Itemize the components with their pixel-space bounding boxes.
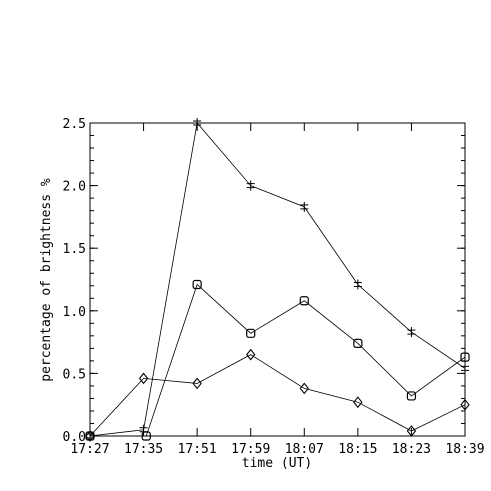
- x-tick-label: 17:27: [70, 442, 109, 457]
- data-point-square: [246, 328, 256, 338]
- series-group: [85, 118, 470, 442]
- y-tick-label: 2.5: [63, 117, 86, 132]
- data-point-diamond: [85, 430, 95, 442]
- data-point-asterisk: [407, 327, 416, 338]
- data-point-diamond: [353, 396, 363, 409]
- x-tick-label: 17:35: [124, 442, 163, 457]
- data-point-diamond: [460, 398, 470, 411]
- x-tick-label: 18:07: [285, 442, 324, 457]
- y-tick-label: 1.0: [63, 305, 86, 320]
- plot-frame: [89, 122, 466, 437]
- x-tick-label: 18:15: [338, 442, 377, 457]
- data-point-square: [192, 279, 202, 290]
- data-point-square: [353, 338, 363, 348]
- series-line-asterisk: [89, 122, 466, 437]
- axis-ticks: 17:27 17:35 17:51 17:59 18:07 18:15 18:23 18:39…: [63, 117, 485, 457]
- series-line-diamond: [89, 354, 466, 437]
- data-point-asterisk: [193, 118, 202, 128]
- y-tick-label: 2.0: [63, 180, 86, 195]
- y-tick-label: 0.0: [63, 430, 86, 445]
- data-point-square: [460, 352, 470, 362]
- data-point-diamond: [192, 377, 202, 390]
- series-line-square: [90, 283, 466, 437]
- y-axis-label: percentage of brightness %: [39, 178, 54, 382]
- x-axis-label: time (UT): [242, 456, 312, 471]
- data-point-asterisk: [300, 201, 309, 212]
- y-tick-label: 0.5: [63, 367, 86, 382]
- data-point-asterisk: [353, 279, 362, 290]
- data-point-square: [299, 296, 309, 306]
- data-point-diamond: [246, 348, 256, 361]
- data-point-diamond: [299, 382, 309, 395]
- data-point-square: [406, 391, 417, 401]
- data-point-square: [141, 431, 151, 441]
- x-tick-label: 17:51: [178, 442, 217, 457]
- x-tick-label: 18:23: [392, 442, 431, 457]
- y-tick-label: 1.5: [63, 242, 86, 257]
- data-point-asterisk: [461, 363, 469, 374]
- data-point-diamond: [138, 372, 149, 385]
- data-point-diamond: [406, 425, 417, 437]
- x-tick-label: 17:59: [231, 442, 270, 457]
- data-point-asterisk: [246, 180, 255, 191]
- x-tick-label: 18:39: [445, 442, 484, 457]
